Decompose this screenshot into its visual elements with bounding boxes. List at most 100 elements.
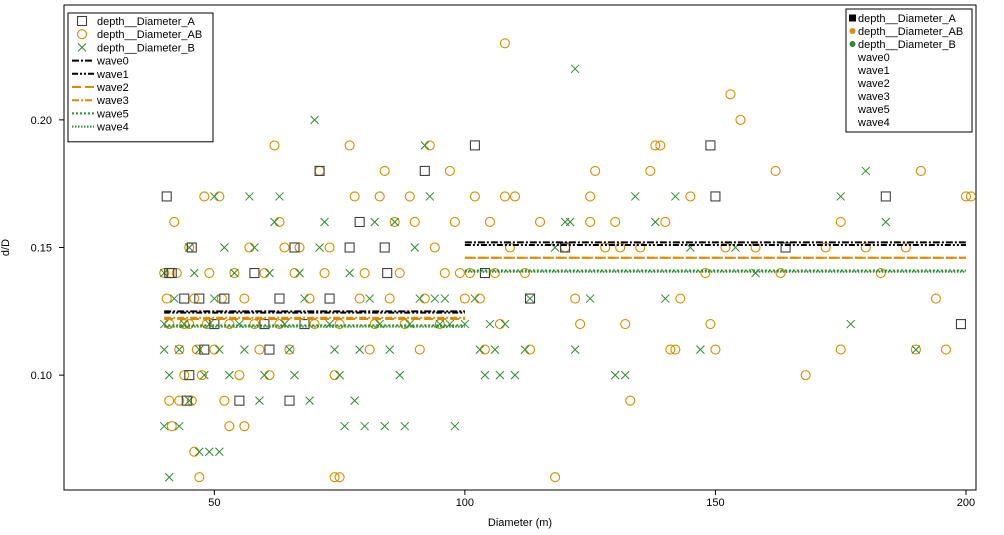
data-point (360, 421, 370, 431)
data-point (179, 293, 190, 304)
data-point (570, 64, 580, 74)
data-point (184, 370, 195, 381)
x-marker-stroke (696, 345, 705, 354)
data-point (209, 192, 219, 201)
legend-label: wave4 (96, 122, 129, 134)
data-point (194, 472, 205, 483)
data-point (660, 294, 670, 303)
data-point (835, 216, 846, 228)
data-point (670, 192, 680, 201)
data-point (216, 293, 227, 304)
data-point (370, 217, 380, 227)
data-point (204, 447, 214, 457)
x-marker-stroke (209, 294, 219, 303)
data-point (224, 421, 235, 432)
data-point (245, 192, 254, 201)
data-point (289, 267, 300, 279)
data-point (425, 192, 435, 201)
x-marker-stroke (300, 294, 309, 303)
x-marker-stroke (77, 43, 87, 52)
data-point (480, 370, 490, 380)
data-point (415, 294, 425, 303)
x-marker-stroke (159, 421, 169, 431)
x-marker-stroke (209, 192, 219, 201)
data-point (499, 38, 511, 49)
data-point (320, 217, 329, 227)
x-marker-stroke (174, 345, 184, 354)
data-point (424, 140, 435, 151)
x-marker-stroke (189, 268, 199, 278)
x-marker-stroke (340, 421, 349, 431)
x-marker-stroke (320, 217, 329, 227)
data-point (665, 344, 676, 355)
x-marker-stroke (214, 345, 224, 354)
legend-label: depth__Diameter_AB (858, 26, 963, 38)
data-point (440, 294, 450, 303)
x-marker-stroke (650, 217, 660, 227)
data-point (570, 345, 580, 354)
y-tick-label: 0.20 (31, 115, 52, 127)
legend-marker (849, 28, 856, 34)
x-marker-stroke (380, 421, 390, 431)
data-point (179, 319, 189, 329)
data-point (289, 242, 300, 253)
data-point (169, 294, 179, 303)
data-point (285, 345, 294, 354)
legend-label: depth__Diameter_AB (97, 29, 202, 41)
data-point (405, 319, 415, 329)
x-tick-label: 50 (208, 497, 220, 509)
x-marker-stroke (385, 345, 395, 354)
data-point (454, 267, 465, 279)
data-point (254, 344, 265, 355)
x-marker-stroke (881, 217, 891, 227)
data-point (650, 140, 661, 151)
data-point (189, 268, 199, 278)
legend-label: wave2 (96, 82, 129, 94)
data-point (244, 242, 255, 253)
legend-marker (849, 14, 856, 22)
data-point (725, 89, 736, 100)
data-point (880, 191, 891, 202)
x-marker-stroke (470, 294, 480, 303)
data-point (359, 267, 370, 279)
data-point (449, 216, 460, 228)
data-point (324, 293, 335, 304)
legend-marker (76, 15, 88, 27)
data-point (419, 165, 430, 176)
x-marker-stroke (510, 370, 520, 380)
x-marker-stroke (164, 472, 174, 482)
data-point (186, 242, 197, 253)
x-marker-stroke (520, 345, 530, 354)
data-point (234, 395, 245, 406)
data-point (469, 191, 480, 202)
data-point (846, 319, 856, 329)
data-point (696, 345, 705, 354)
x-marker-stroke (475, 345, 485, 354)
x-marker-stroke (450, 421, 460, 431)
data-point (389, 216, 400, 228)
x-marker-stroke (270, 217, 279, 227)
data-point (290, 370, 299, 380)
x-marker-stroke (290, 370, 299, 380)
data-point (269, 140, 280, 151)
data-point (344, 140, 355, 151)
legend-label: wave5 (857, 104, 890, 116)
legend-label: wave3 (96, 95, 129, 107)
data-point (199, 370, 209, 380)
data-point (915, 165, 926, 176)
data-point (735, 114, 746, 125)
x-marker-stroke (350, 396, 359, 406)
data-point (770, 165, 781, 176)
data-point (444, 165, 455, 176)
x-marker-stroke (630, 192, 640, 201)
data-point (334, 472, 345, 483)
data-point (490, 345, 500, 354)
x-marker-stroke (400, 421, 410, 431)
data-point (410, 243, 420, 252)
data-point (379, 242, 390, 253)
data-point (439, 267, 450, 279)
line-wave1 (164, 243, 966, 314)
data-point (284, 395, 295, 406)
x-marker-stroke (310, 115, 319, 125)
